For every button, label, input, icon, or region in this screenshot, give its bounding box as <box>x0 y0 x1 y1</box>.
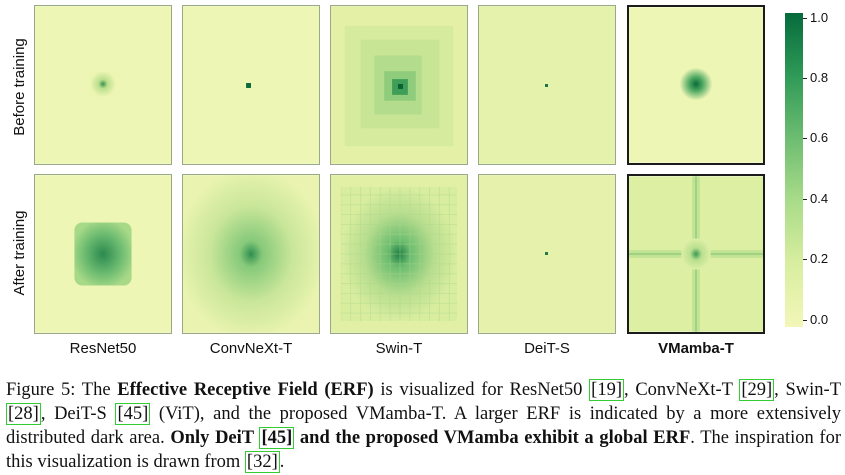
model-label-vmamba: VMamba-T <box>658 340 734 357</box>
erf-deit-before <box>478 5 616 165</box>
caption-bold-text: Only DeiT <box>170 428 260 448</box>
erf-swin-before <box>330 5 468 165</box>
caption-text: , DeiT-S <box>40 404 116 424</box>
erf-convnext-after <box>182 174 320 334</box>
erf-vmamba-after <box>627 174 765 334</box>
citation-link[interactable]: [19] <box>589 379 624 401</box>
citation-link[interactable]: [45] <box>259 427 295 449</box>
row-label-after: After training <box>11 210 28 296</box>
caption-text: , Swin-T <box>774 380 841 400</box>
caption-bold-text: and the proposed VMamba exhibit a global… <box>294 428 691 448</box>
figure-caption: Figure 5: The Effective Receptive Field … <box>6 378 841 474</box>
citation-link[interactable]: [28] <box>6 403 41 425</box>
colorbar-tick-label: 0.6 <box>810 130 829 145</box>
caption-bold-erf: Effective Receptive Field (ERF) <box>117 380 374 400</box>
caption-text: is visualized for ResNet50 <box>373 380 590 400</box>
caption-text: . The inspiration for this visualization… <box>6 428 841 472</box>
caption-bold-global: Only DeiT [45] and the proposed VMamba e… <box>170 427 690 449</box>
model-label-swin: Swin-T <box>375 340 423 357</box>
model-label-resnet50: ResNet50 <box>69 340 137 357</box>
colorbar-tick-label: 0.8 <box>810 70 829 85</box>
colorbar-tick-label: 0.4 <box>810 191 829 206</box>
model-label-convnext: ConvNeXt-T <box>209 340 293 357</box>
caption-text: , ConvNeXt-T <box>623 380 740 400</box>
citation-link[interactable]: [32] <box>244 451 280 473</box>
citation-link[interactable]: [29] <box>739 379 775 401</box>
caption-text: Figure 5: The <box>6 380 118 400</box>
colorbar-tick-label: 0.2 <box>810 251 829 266</box>
colorbar-tick-label: 0.0 <box>810 312 829 327</box>
erf-vmamba-before <box>627 5 765 165</box>
erf-deit-after <box>478 174 616 334</box>
erf-convnext-before <box>182 5 320 165</box>
caption-text: (ViT), and the proposed VMamba-T. A larg… <box>6 404 841 448</box>
caption-text: . <box>279 452 285 472</box>
colorbar <box>785 13 803 327</box>
erf-resnet50-before <box>34 5 172 165</box>
row-label-before: Before training <box>11 38 28 136</box>
erf-swin-after <box>330 174 468 334</box>
colorbar-tick-label: 1.0 <box>810 10 829 25</box>
citation-link[interactable]: [45] <box>115 403 151 425</box>
erf-resnet50-after <box>34 174 172 334</box>
model-label-deit: DeiT-S <box>524 340 570 357</box>
